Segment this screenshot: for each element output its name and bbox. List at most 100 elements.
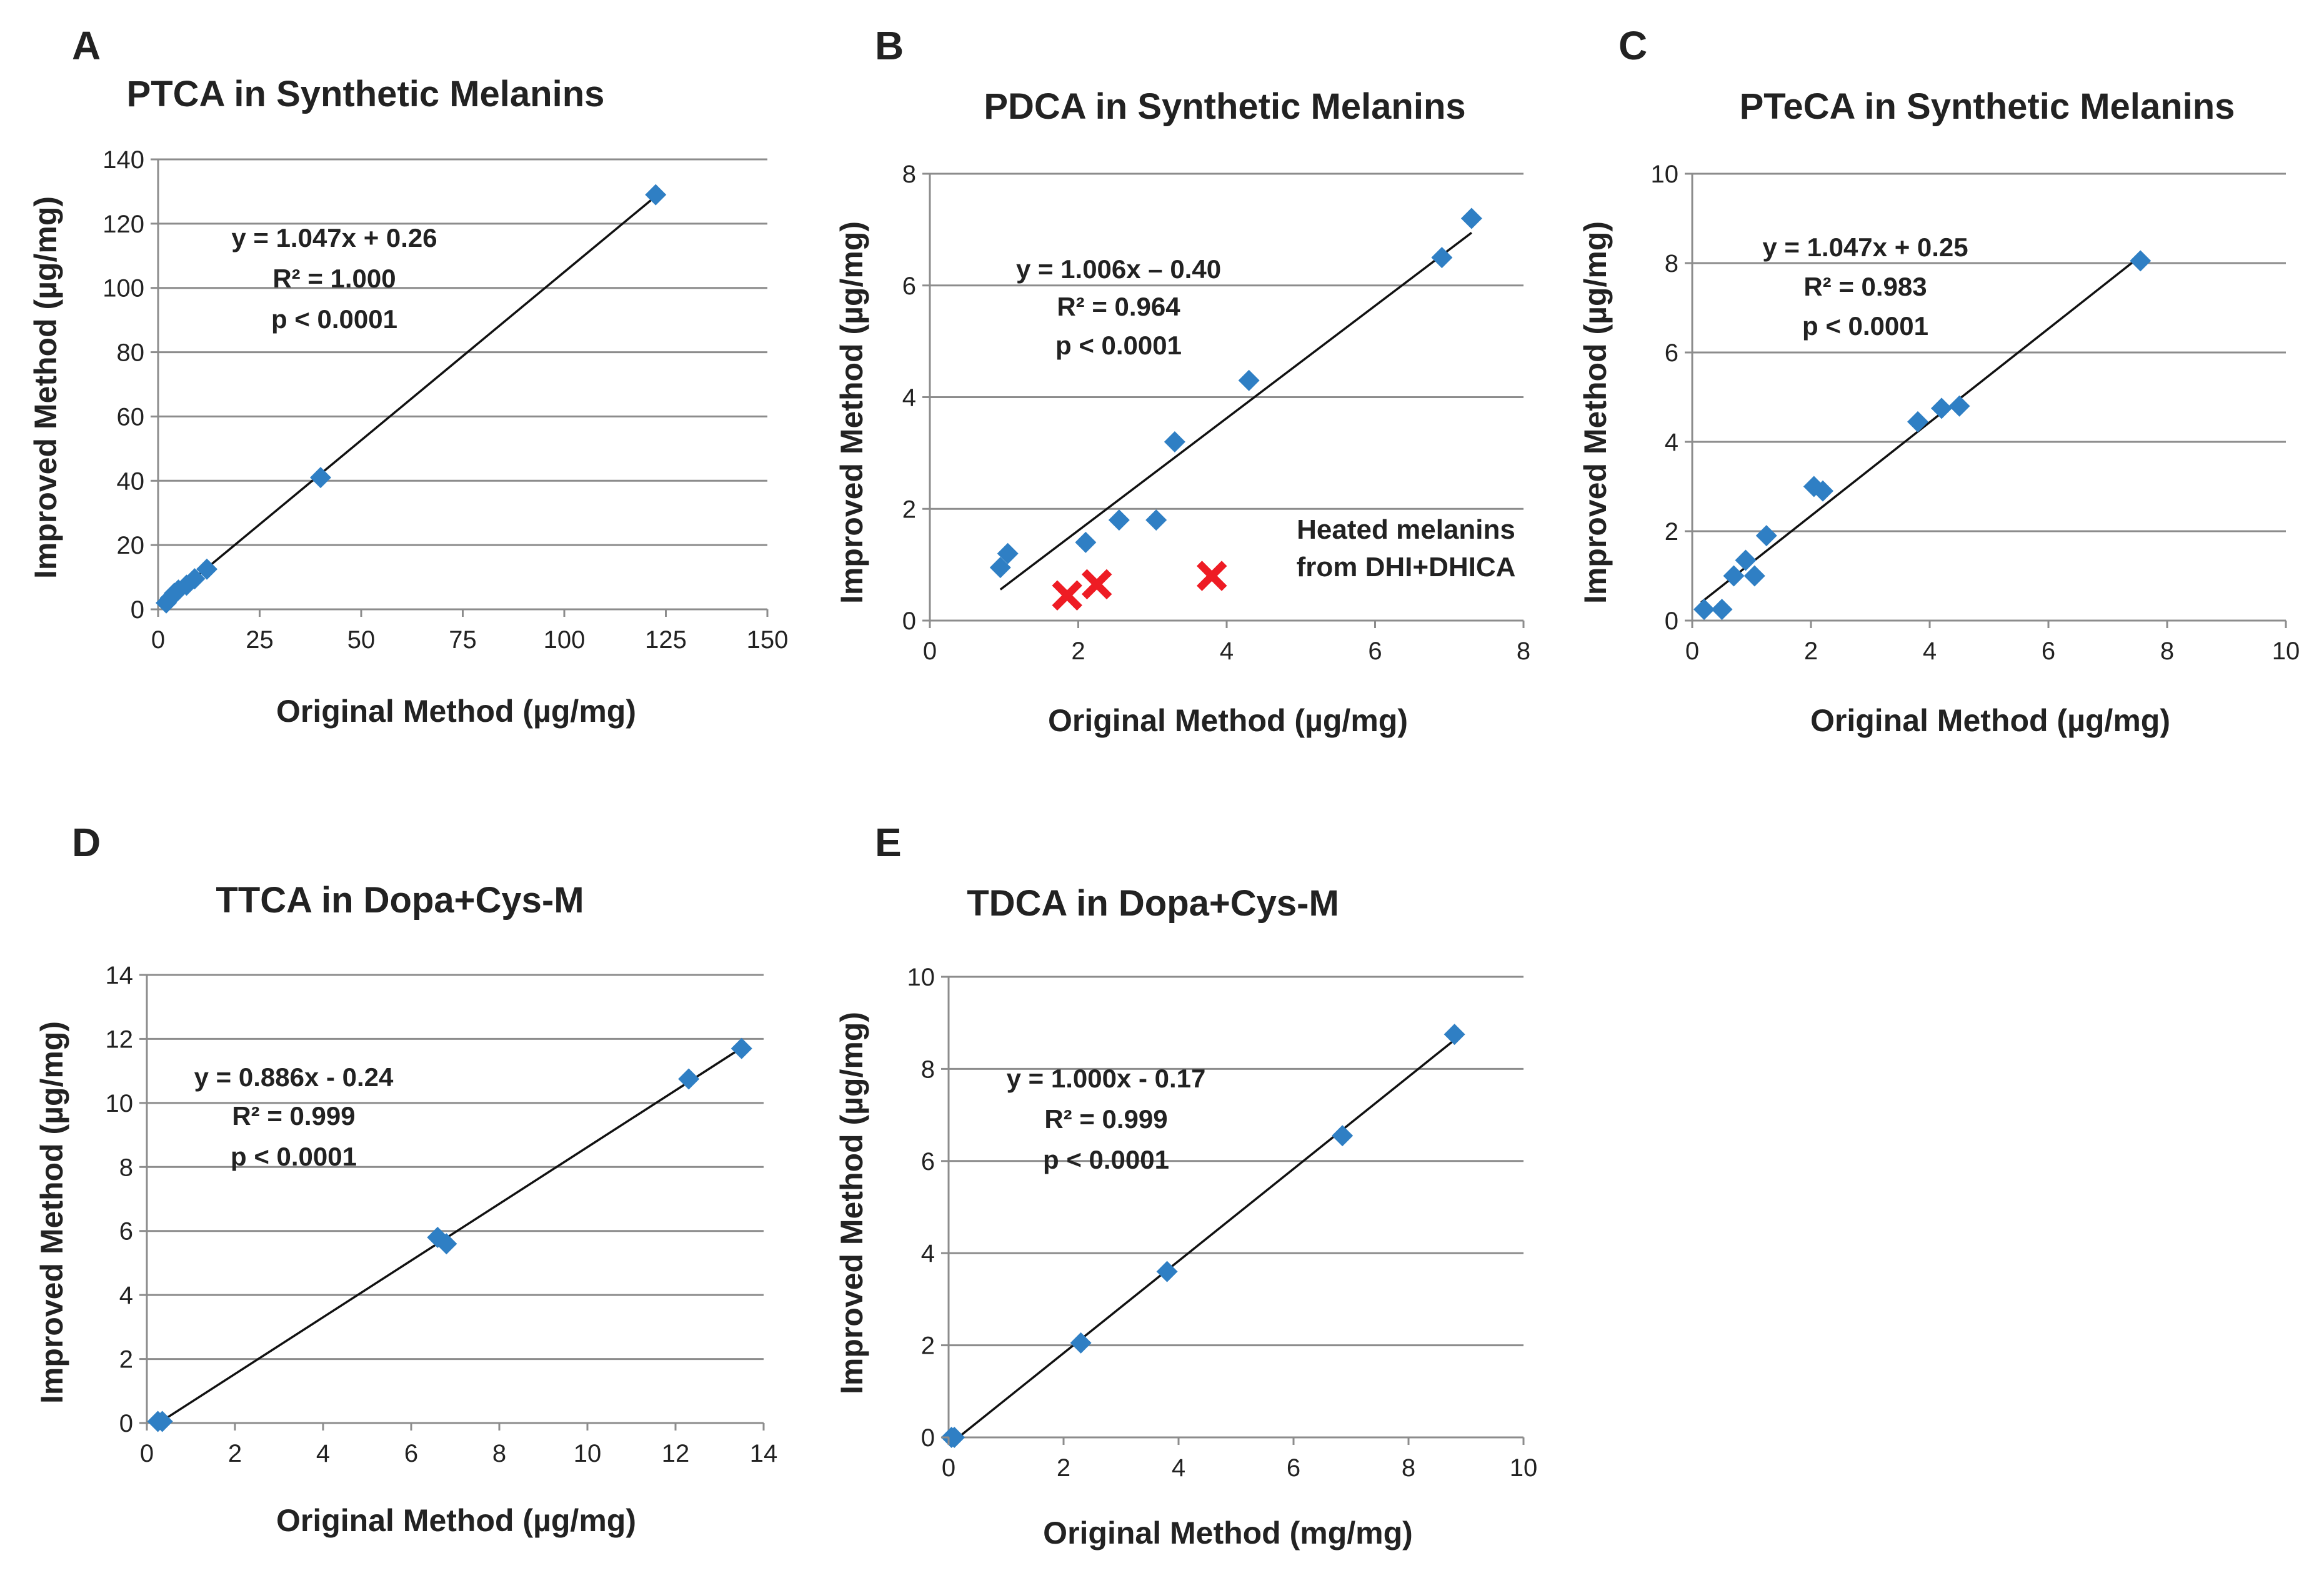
data-point-b <box>1238 369 1260 391</box>
x-tick-label-b: 0 <box>923 637 937 665</box>
p-value-b: p < 0.0001 <box>1055 331 1182 360</box>
data-point-c <box>1723 565 1745 587</box>
y-tick-label-a: 100 <box>102 275 144 302</box>
panel-letter-d: D <box>72 820 101 865</box>
regression-annotation-a: y = 1.047x + 0.26 R² = 1.000 p < 0.0001 <box>231 223 437 334</box>
data-point-b <box>989 557 1011 579</box>
y-tick-label-a: 120 <box>102 211 144 238</box>
y-tick-label-d: 14 <box>106 962 134 989</box>
y-tick-label-e: 8 <box>921 1056 935 1083</box>
regression-annotation-d: y = 0.886x - 0.24 R² = 0.999 p < 0.0001 <box>194 1062 394 1171</box>
data-point-a <box>310 467 331 489</box>
data-point-b <box>1108 509 1130 531</box>
data-point-a <box>184 568 206 590</box>
panel-letter-a: A <box>72 23 101 68</box>
x-tick-label-e: 6 <box>1287 1454 1300 1482</box>
chart-title-a: PTCA in Synthetic Melanins <box>127 74 605 114</box>
x-tick-label-a: 0 <box>151 626 165 654</box>
x-tick-label-b: 4 <box>1220 637 1234 665</box>
x-axis-title-d: Original Method (µg/mg) <box>276 1503 636 1538</box>
x-axis-title-a: Original Method (µg/mg) <box>276 694 636 729</box>
x-axis-title-c: Original Method (µg/mg) <box>1810 703 2170 738</box>
y-tick-label-b: 0 <box>902 607 916 635</box>
data-point-c <box>1711 599 1733 621</box>
x-tick-label-d: 6 <box>404 1440 418 1467</box>
data-point-b <box>1164 431 1185 452</box>
r-squared-a: R² = 1.000 <box>272 264 396 293</box>
y-tick-label-b: 4 <box>902 384 916 412</box>
y-tick-label-c: 10 <box>1651 161 1679 188</box>
data-point-e <box>1156 1261 1178 1282</box>
y-tick-label-c: 6 <box>1665 339 1678 367</box>
regression-equation-e: y = 1.000x - 0.17 <box>1007 1064 1206 1093</box>
y-tick-label-e: 10 <box>907 964 935 991</box>
x-tick-label-b: 2 <box>1071 637 1085 665</box>
data-point-d <box>678 1068 700 1090</box>
data-point-c <box>1743 565 1765 587</box>
x-tick-label-d: 10 <box>574 1440 602 1467</box>
chart-panel-e: E TDCA in Dopa+Cys-M 0 2 4 6 8 10 0 2 4 6 8 10 y = … <box>834 820 1537 1551</box>
p-value-d: p < 0.0001 <box>231 1142 357 1171</box>
regression-annotation-e: y = 1.000x - 0.17 R² = 0.999 p < 0.0001 <box>1007 1064 1206 1174</box>
x-tick-label-d: 2 <box>228 1440 242 1467</box>
x-tick-label-a: 100 <box>544 626 586 654</box>
data-point-c <box>1931 397 1952 419</box>
x-tick-label-e: 2 <box>1057 1454 1070 1482</box>
p-value-e: p < 0.0001 <box>1043 1145 1169 1174</box>
y-tick-label-a: 60 <box>117 403 145 431</box>
y-tick-label-d: 2 <box>119 1346 133 1374</box>
x-tick-label-d: 14 <box>750 1440 778 1467</box>
regression-line-b <box>999 232 1472 591</box>
y-tick-label-e: 4 <box>921 1240 935 1267</box>
y-tick-label-c: 4 <box>1665 429 1678 456</box>
x-tick-label-c: 8 <box>2160 637 2174 665</box>
x-tick-label-a: 75 <box>449 626 477 654</box>
note-line-1: Heated melanins <box>1297 514 1515 545</box>
panel-letter-b: B <box>875 23 904 68</box>
x-tick-label-c: 2 <box>1804 637 1818 665</box>
x-tick-label-a: 25 <box>246 626 274 654</box>
data-point-d <box>151 1411 173 1432</box>
y-tick-label-d: 8 <box>119 1154 133 1181</box>
excluded-point-marker <box>1081 569 1112 600</box>
data-point-d <box>436 1233 457 1255</box>
chart-panel-a: A PTCA in Synthetic Melanins 0 20 40 60 80 10… <box>28 23 788 729</box>
y-tick-label-c: 2 <box>1665 518 1678 546</box>
x-tick-label-d: 0 <box>140 1440 154 1467</box>
heated-melanins-note: Heated melanins from DHI+DHICA <box>1297 514 1516 582</box>
regression-line-a <box>165 194 659 603</box>
y-tick-label-c: 8 <box>1665 250 1678 277</box>
r-squared-d: R² = 0.999 <box>232 1101 355 1131</box>
chart-panel-c: C PTeCA in Synthetic Melanins 0 2 4 6 8 10 0 2 4… <box>1578 23 2300 738</box>
excluded-point-marker <box>1052 580 1082 611</box>
data-point-b <box>1431 247 1453 269</box>
x-tick-label-a: 50 <box>347 626 376 654</box>
regression-annotation-b: y = 1.006x – 0.40 R² = 0.964 p < 0.0001 <box>1016 254 1221 360</box>
y-tick-label-c: 0 <box>1665 607 1678 635</box>
y-tick-label-d: 12 <box>106 1026 134 1053</box>
y-tick-label-b: 8 <box>902 161 916 188</box>
x-tick-label-d: 4 <box>316 1440 330 1467</box>
regression-equation-b: y = 1.006x – 0.40 <box>1016 254 1221 284</box>
excluded-point-marker <box>1197 561 1227 591</box>
panel-letter-c: C <box>1618 23 1647 68</box>
y-tick-label-d: 0 <box>119 1410 133 1437</box>
x-tick-label-b: 8 <box>1517 637 1530 665</box>
y-axis-title-c: Improved Method (µg/mg) <box>1578 221 1613 604</box>
data-point-e <box>1070 1332 1092 1354</box>
y-tick-label-d: 10 <box>106 1090 134 1117</box>
y-axis-title-b: Improved Method (µg/mg) <box>834 221 869 604</box>
data-point-e <box>1444 1024 1465 1046</box>
r-squared-b: R² = 0.964 <box>1057 292 1180 321</box>
x-tick-label-b: 6 <box>1368 637 1382 665</box>
y-tick-label-a: 0 <box>131 596 144 624</box>
x-tick-label-c: 0 <box>1685 637 1699 665</box>
data-point-c <box>1755 525 1777 547</box>
regression-equation-d: y = 0.886x - 0.24 <box>194 1062 394 1092</box>
r-squared-e: R² = 0.999 <box>1044 1104 1167 1134</box>
y-tick-label-e: 0 <box>921 1424 935 1452</box>
data-point-c <box>1948 395 1970 417</box>
y-tick-label-e: 6 <box>921 1148 935 1176</box>
r-squared-c: R² = 0.983 <box>1803 272 1927 301</box>
x-axis-title-b: Original Method (µg/mg) <box>1048 703 1408 738</box>
